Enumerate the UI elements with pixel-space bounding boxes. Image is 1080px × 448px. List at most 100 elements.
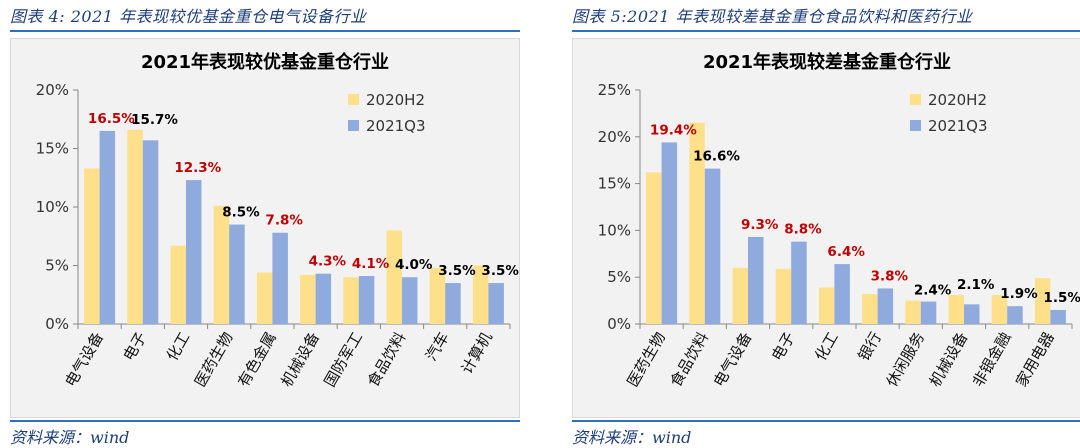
data-label: 6.4%: [827, 244, 865, 260]
category-label: 机械设备: [926, 329, 972, 390]
bar-2021q3: [99, 130, 116, 324]
bar-2020h2: [256, 272, 273, 324]
figure-title: 图表 4: 2021 年表现较优基金重仓电气设备行业: [10, 7, 367, 26]
data-label: 12.3%: [174, 160, 221, 176]
bar-2021q3: [358, 276, 375, 324]
legend: 2020H2 2021Q3: [348, 91, 426, 135]
bar-2020h2: [862, 294, 878, 324]
category-label: 有色金属: [234, 329, 280, 390]
legend-label: 2020H2: [366, 91, 425, 109]
bar-2021q3: [142, 140, 159, 324]
bar-2020h2: [1034, 278, 1051, 324]
bar-2021q3: [1050, 309, 1066, 324]
data-labels: 19.4% 16.6% 9.3% 8.8% 6.4% 3.8% 2.4% 2.1% 1.9% 1.…: [650, 122, 1080, 306]
data-label: 7.8%: [265, 213, 303, 229]
data-label: 4.0%: [395, 257, 433, 273]
y-tick-label: 20%: [36, 81, 69, 99]
data-label: 8.5%: [222, 205, 260, 221]
bar-2020h2: [472, 265, 489, 324]
bar-2020h2: [213, 205, 230, 324]
source-divider: [572, 420, 1080, 422]
legend-swatch: [348, 94, 359, 105]
category-label: 家用电器: [1012, 329, 1058, 390]
bar-2021q3: [488, 283, 504, 324]
source-divider: [10, 420, 520, 422]
category-label: 国防军工: [321, 329, 367, 390]
category-label: 电子: [768, 329, 799, 364]
category-label: 休闲服务: [883, 329, 929, 390]
category-label: 电气设备: [710, 329, 756, 390]
bar-2020h2: [775, 268, 792, 324]
legend-swatch: [348, 120, 359, 131]
legend: 2020H2 2021Q3: [910, 91, 988, 135]
category-label: 电子: [120, 329, 151, 364]
bar-2020h2: [732, 267, 748, 324]
bar-2020h2: [818, 287, 835, 324]
bar-2021q3: [315, 273, 332, 324]
bar-2021q3: [920, 301, 937, 324]
data-label: 1.9%: [1000, 286, 1038, 302]
bar-2021q3: [186, 180, 202, 324]
bar-2020h2: [386, 230, 402, 324]
y-tick-label: 20%: [598, 128, 631, 146]
data-label: 15.7%: [131, 112, 178, 128]
bar-chart-right: 2021年表现较差基金重仓行业 0% 5% 10% 15% 20% 25% 19.4% 16…: [598, 51, 1080, 390]
category-label: 化工: [811, 329, 842, 364]
data-label: 3.5%: [438, 263, 476, 279]
bar-2020h2: [905, 300, 921, 324]
legend-swatch: [910, 94, 921, 105]
category-label: 机械设备: [277, 329, 323, 390]
bar-2021q3: [877, 288, 894, 324]
y-tick-label: 5%: [45, 257, 69, 275]
figure-panel-left: 图表 4: 2021 年表现较优基金重仓电气设备行业 2021年表现较优基金重仓…: [10, 0, 520, 448]
bar-chart-left: 2021年表现较优基金重仓行业 0% 5% 10% 15% 20% 16.5%15.7%…: [36, 51, 520, 390]
legend-label: 2021Q3: [366, 117, 426, 135]
y-tick-label: 0%: [45, 315, 69, 333]
bar-2021q3: [791, 241, 807, 324]
chart-title: 2021年表现较差基金重仓行业: [703, 51, 951, 73]
legend-label: 2021Q3: [928, 117, 988, 135]
bar-2021q3: [445, 283, 461, 324]
data-label: 2.1%: [957, 277, 995, 293]
category-label: 医药生物: [191, 329, 237, 390]
bar-2021q3: [964, 304, 980, 324]
category-label: 食品饮料: [667, 329, 713, 390]
y-tick-label: 10%: [36, 198, 69, 216]
bars: [84, 129, 504, 324]
bar-2020h2: [991, 294, 1008, 324]
y-tick-label: 5%: [607, 268, 631, 286]
source-note: 资料来源：wind: [572, 428, 692, 447]
bar-2021q3: [402, 277, 418, 324]
data-label: 4.3%: [309, 254, 347, 270]
bar-2020h2: [170, 245, 186, 324]
figure-title: 图表 5:2021 年表现较差基金重仓食品饮料和医药行业: [572, 7, 973, 26]
bar-2021q3: [229, 224, 245, 324]
bar-2020h2: [429, 267, 446, 324]
data-label: 19.4%: [650, 122, 697, 138]
category-label: 计算机: [458, 329, 496, 377]
y-tick-label: 15%: [598, 175, 631, 193]
bar-2021q3: [1007, 306, 1023, 324]
bars: [646, 122, 1066, 324]
category-label: 银行: [854, 329, 885, 364]
data-label: 9.3%: [741, 217, 779, 233]
data-label: 4.1%: [352, 256, 390, 272]
category-label: 化工: [163, 329, 194, 364]
y-tick-label: 0%: [607, 315, 631, 333]
category-label: 食品饮料: [364, 329, 410, 390]
title-divider: [10, 30, 520, 32]
legend-swatch: [910, 120, 921, 131]
y-tick-label: 25%: [598, 81, 631, 99]
y-tick-label: 10%: [598, 221, 631, 239]
data-label: 16.5%: [88, 111, 135, 127]
bar-2020h2: [84, 168, 100, 324]
data-label: 2.4%: [914, 283, 952, 299]
bar-2020h2: [948, 294, 964, 324]
data-label: 8.8%: [784, 222, 822, 238]
data-label: 16.6%: [693, 149, 740, 165]
y-tick-label: 15%: [36, 140, 69, 158]
category-label: 非银金融: [969, 329, 1015, 390]
y-axis: 0% 5% 10% 15% 20% 25%: [598, 81, 1073, 333]
